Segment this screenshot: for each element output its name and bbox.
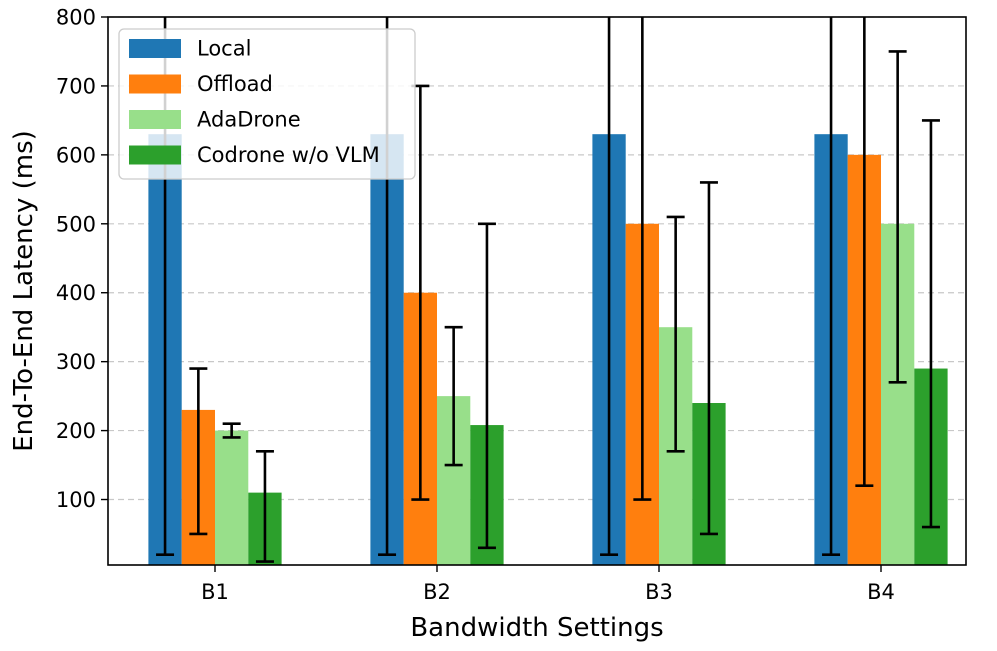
y-tick-label: 200 <box>56 419 96 443</box>
plot-frame <box>107 16 967 566</box>
x-tick-label: B1 <box>201 580 229 604</box>
x-tick-label: B3 <box>645 580 673 604</box>
y-tick-label: 100 <box>56 488 96 512</box>
y-axis-label: End-To-End Latency (ms) <box>9 130 39 452</box>
legend-swatch <box>129 39 181 58</box>
legend: Local Offload AdaDrone Codrone w/o VLM <box>118 28 416 180</box>
legend-swatch <box>129 110 181 129</box>
y-tick-label: 400 <box>56 281 96 305</box>
x-axis-label: Bandwidth Settings <box>410 613 663 643</box>
legend-swatch <box>129 74 181 94</box>
legend-swatch <box>129 145 181 165</box>
x-tick-label: B4 <box>867 580 895 604</box>
bar-adadrone-b1 <box>215 430 249 565</box>
bars <box>148 134 948 566</box>
legend-label: Local <box>197 37 251 61</box>
legend-label: Offload <box>197 72 273 96</box>
x-tick-label: B2 <box>423 580 451 604</box>
legend-box <box>118 28 416 180</box>
y-tick-label: 300 <box>56 350 96 374</box>
legend-label: Codrone w/o VLM <box>197 143 380 167</box>
y-tick-label: 600 <box>56 143 96 167</box>
y-tick-label: 800 <box>56 6 96 30</box>
y-axis-ticks: 100 200 300 400 500 600 700 800 <box>56 6 108 512</box>
x-axis-ticks: B1 B2 B3 B4 <box>201 565 895 604</box>
legend-label: AdaDrone <box>197 108 301 132</box>
y-tick-label: 700 <box>56 74 96 98</box>
y-tick-label: 500 <box>56 212 96 236</box>
